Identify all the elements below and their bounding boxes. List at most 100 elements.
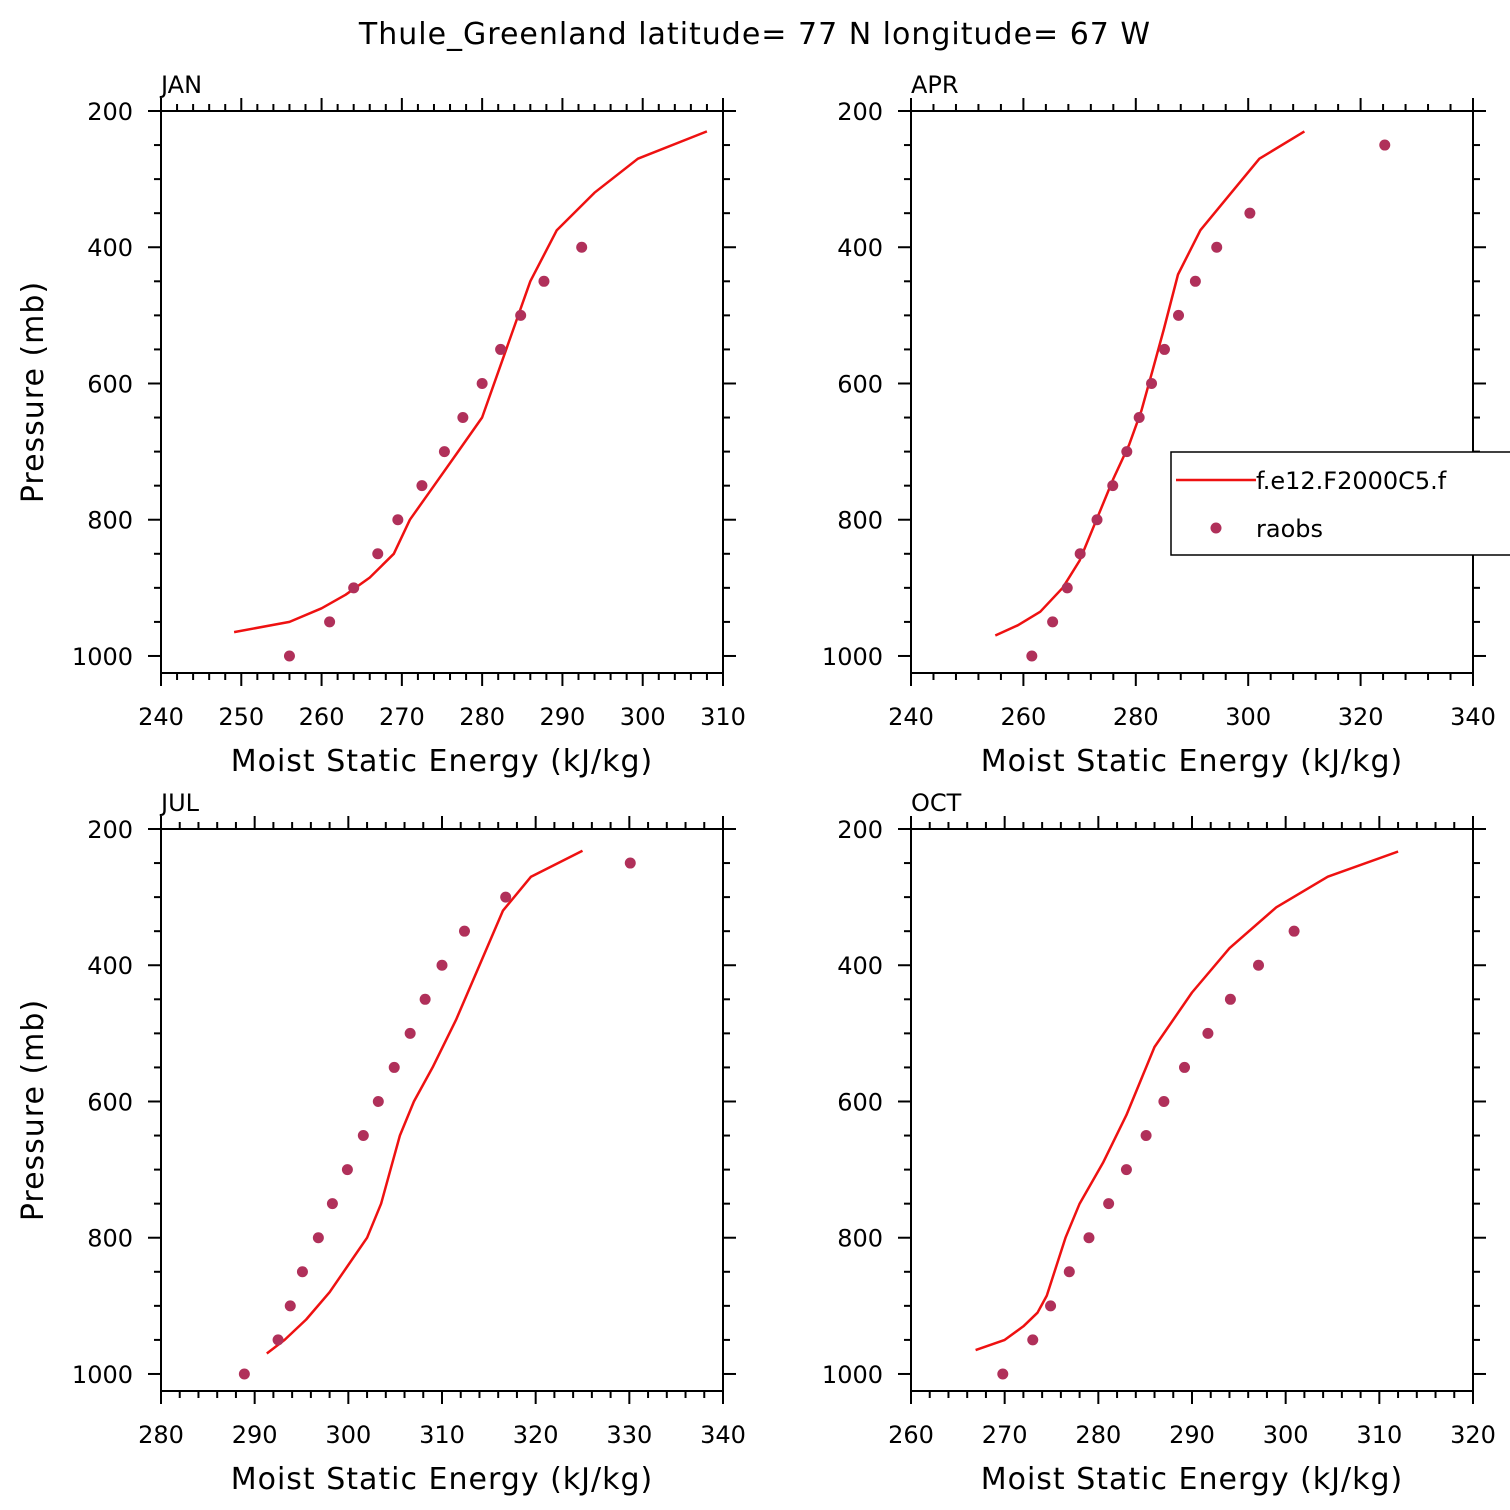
x-tick-label: 320 bbox=[1450, 1421, 1496, 1449]
obs-point bbox=[324, 616, 336, 628]
model-line-jan bbox=[233, 130, 708, 634]
x-tick-label: 260 bbox=[1000, 703, 1046, 731]
obs-point bbox=[1146, 377, 1158, 389]
x-tick-label: 320 bbox=[513, 1421, 559, 1449]
x-tick-label: 260 bbox=[299, 703, 345, 731]
x-tick-label: 340 bbox=[1450, 703, 1496, 731]
obs-point bbox=[457, 412, 469, 424]
obs-point bbox=[348, 582, 360, 594]
obs-point bbox=[624, 857, 636, 869]
x-tick-label: 320 bbox=[1338, 703, 1384, 731]
obs-point bbox=[372, 1095, 384, 1107]
x-tick-label: 280 bbox=[1075, 1421, 1121, 1449]
obs-point bbox=[1074, 548, 1086, 560]
obs-point bbox=[296, 1266, 308, 1278]
x-tick-label: 300 bbox=[325, 1421, 371, 1449]
y-tick-label: 200 bbox=[87, 98, 133, 126]
plot-frame bbox=[160, 828, 724, 1392]
y-tick-label: 800 bbox=[87, 1225, 133, 1253]
obs-point bbox=[392, 514, 404, 526]
y-tick-label: 600 bbox=[837, 1088, 883, 1116]
x-tick-label: 280 bbox=[459, 703, 505, 731]
x-tick-label: 290 bbox=[1169, 1421, 1215, 1449]
legend-model-label: f.e12.F2000C5.f bbox=[1256, 467, 1447, 495]
y-tick-label: 1000 bbox=[822, 1361, 883, 1389]
x-tick-label: 310 bbox=[700, 703, 746, 731]
obs-point bbox=[458, 925, 470, 937]
legend-obs-label: raobs bbox=[1256, 515, 1323, 543]
obs-point bbox=[1158, 343, 1170, 355]
panel-apr: APR 240 260 280 300 320 340 200 400 600 800 1000 Moi… bbox=[822, 71, 1510, 779]
obs-point bbox=[272, 1334, 284, 1346]
x-tick-label: 240 bbox=[138, 703, 184, 731]
obs-point bbox=[495, 343, 507, 355]
y-tick-label: 200 bbox=[87, 816, 133, 844]
obs-point bbox=[1045, 1300, 1057, 1312]
obs-point bbox=[1027, 1334, 1039, 1346]
x-tick-label: 310 bbox=[1356, 1421, 1402, 1449]
plot-frame bbox=[910, 828, 1474, 1392]
obs-point bbox=[341, 1164, 353, 1176]
obs-point bbox=[416, 480, 428, 492]
obs-point bbox=[1133, 412, 1145, 424]
x-tick-label: 280 bbox=[1113, 703, 1159, 731]
x-axis-title: Moist Static Energy (kJ/kg) bbox=[231, 744, 654, 779]
obs-point bbox=[388, 1061, 400, 1073]
obs-point bbox=[283, 650, 295, 662]
obs-point bbox=[1107, 480, 1119, 492]
model-line-oct bbox=[975, 850, 1399, 1352]
legend-box bbox=[1170, 451, 1510, 556]
x-tick-label: 300 bbox=[1225, 703, 1271, 731]
obs-point bbox=[1083, 1232, 1095, 1244]
y-tick-label: 200 bbox=[837, 98, 883, 126]
y-tick-label: 400 bbox=[87, 234, 133, 262]
obs-point bbox=[404, 1027, 416, 1039]
plot-frame bbox=[160, 110, 724, 674]
obs-point bbox=[1211, 241, 1223, 253]
model-line-apr bbox=[994, 130, 1306, 637]
obs-point bbox=[438, 446, 450, 458]
obs-point bbox=[1244, 207, 1256, 219]
x-axis-title: Moist Static Energy (kJ/kg) bbox=[981, 1462, 1404, 1497]
y-tick-label: 800 bbox=[837, 1225, 883, 1253]
obs-point bbox=[312, 1232, 324, 1244]
panel-label: APR bbox=[911, 71, 959, 99]
panels-group: JAN 240 250 260 270 280 290 300 310 200 400 600 800 1… bbox=[16, 71, 1510, 1497]
obs-point bbox=[1253, 959, 1265, 971]
obs-point bbox=[1121, 446, 1133, 458]
obs-point bbox=[1158, 1095, 1170, 1107]
obs-point bbox=[538, 275, 550, 287]
x-axis-title: Moist Static Energy (kJ/kg) bbox=[981, 744, 1404, 779]
obs-point bbox=[326, 1198, 338, 1210]
obs-point bbox=[357, 1130, 369, 1142]
x-tick-label: 290 bbox=[540, 703, 586, 731]
y-tick-label: 400 bbox=[87, 952, 133, 980]
panel-jul: JUL 280 290 300 310 320 330 340 200 400 600 800 1000… bbox=[16, 789, 746, 1497]
panel-label: JUL bbox=[159, 789, 200, 817]
obs-point bbox=[1103, 1198, 1115, 1210]
obs-point bbox=[284, 1300, 296, 1312]
legend: f.e12.F2000C5.f raobs bbox=[1170, 451, 1510, 556]
obs-point bbox=[1061, 582, 1073, 594]
obs-point bbox=[1173, 309, 1185, 321]
obs-point bbox=[1202, 1027, 1214, 1039]
obs-point bbox=[500, 891, 512, 903]
x-tick-label: 340 bbox=[700, 1421, 746, 1449]
obs-point bbox=[576, 241, 588, 253]
obs-point bbox=[1091, 514, 1103, 526]
x-tick-label: 250 bbox=[218, 703, 264, 731]
obs-point bbox=[436, 959, 448, 971]
obs-point bbox=[1026, 650, 1038, 662]
x-tick-label: 270 bbox=[379, 703, 425, 731]
obs-point bbox=[1189, 275, 1201, 287]
obs-point bbox=[1140, 1130, 1152, 1142]
x-tick-label: 260 bbox=[888, 1421, 934, 1449]
plot-frame bbox=[910, 110, 1474, 674]
obs-point bbox=[476, 377, 488, 389]
x-tick-label: 270 bbox=[982, 1421, 1028, 1449]
x-tick-label: 300 bbox=[620, 703, 666, 731]
legend-obs-swatch bbox=[1210, 522, 1222, 534]
y-tick-label: 1000 bbox=[72, 1361, 133, 1389]
x-tick-label: 330 bbox=[606, 1421, 652, 1449]
panel-label: OCT bbox=[911, 789, 962, 817]
